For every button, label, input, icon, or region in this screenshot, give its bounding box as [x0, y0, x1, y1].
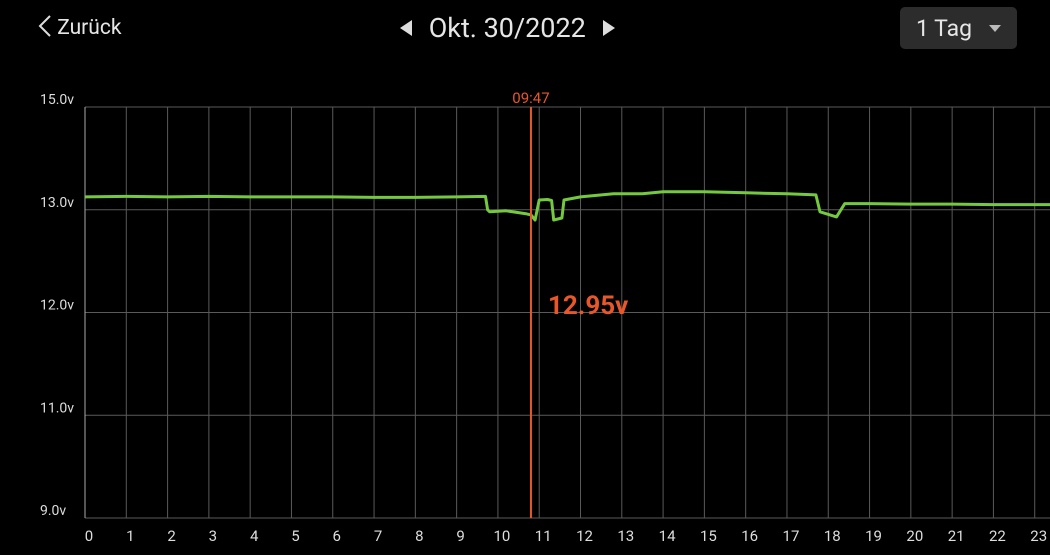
- x-tick-label: 4: [250, 527, 259, 545]
- x-tick-label: 7: [374, 527, 382, 545]
- x-tick-label: 9: [456, 527, 464, 545]
- back-button[interactable]: Zurück: [38, 14, 122, 40]
- y-tick-label: 15.0v: [40, 92, 74, 108]
- x-tick-label: 5: [291, 527, 299, 545]
- dropdown-icon: [989, 25, 1001, 32]
- x-tick-label: 22: [989, 527, 1006, 545]
- y-tick-label: 11.0v: [40, 400, 74, 416]
- next-day[interactable]: [601, 18, 617, 38]
- y-tick-label: 13.0v: [40, 195, 74, 211]
- x-tick-label: 13: [617, 527, 634, 545]
- prev-day[interactable]: [398, 18, 414, 38]
- x-tick-label: 2: [167, 527, 175, 545]
- x-tick-label: 14: [659, 527, 676, 545]
- x-tick-label: 10: [493, 527, 510, 545]
- x-tick-label: 16: [741, 527, 758, 545]
- x-tick-label: 6: [333, 527, 341, 545]
- x-tick-label: 0: [85, 527, 93, 545]
- x-tick-label: 15: [700, 527, 717, 545]
- x-tick-label: 23: [1030, 527, 1047, 545]
- x-tick-label: 11: [535, 527, 552, 545]
- cursor-value: 12.95v: [548, 291, 628, 321]
- y-tick-label: 9.0v: [40, 503, 66, 519]
- x-tick-label: 12: [576, 527, 593, 545]
- range-label: 1 Tag: [916, 15, 973, 42]
- x-tick-label: 20: [906, 527, 923, 545]
- x-tick-label: 17: [783, 527, 800, 545]
- x-tick-label: 3: [209, 527, 217, 545]
- x-tick-label: 18: [824, 527, 841, 545]
- range-select[interactable]: 1 Tag: [900, 7, 1017, 49]
- y-tick-label: 12.0v: [40, 298, 74, 314]
- back-label: Zurück: [57, 16, 122, 40]
- x-tick-label: 21: [948, 527, 965, 545]
- cursor-time: 09:47: [512, 89, 549, 107]
- x-tick-label: 8: [415, 527, 423, 545]
- x-tick-label: 19: [865, 527, 882, 545]
- data-line: [84, 190, 1050, 222]
- x-tick-label: 1: [126, 527, 134, 545]
- back-icon: [38, 15, 51, 37]
- date-label: Okt. 30/2022: [428, 12, 586, 44]
- date-nav: Okt. 30/2022: [398, 12, 617, 44]
